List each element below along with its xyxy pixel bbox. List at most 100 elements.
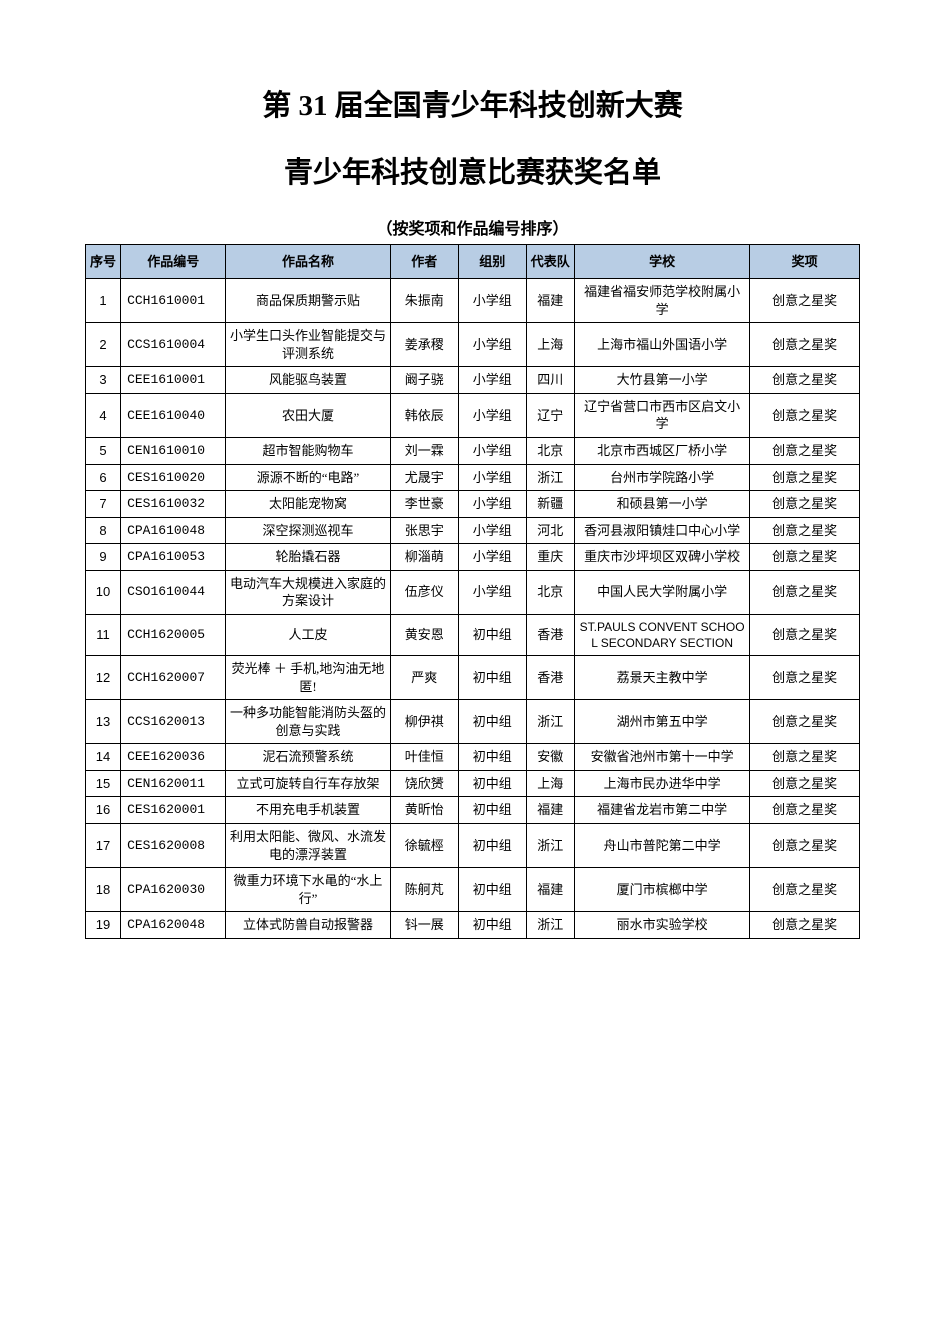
cell-seq: 12 bbox=[86, 656, 121, 700]
cell-team: 香港 bbox=[526, 614, 574, 655]
cell-group: 小学组 bbox=[458, 367, 526, 394]
cell-group: 初中组 bbox=[458, 656, 526, 700]
cell-school: 上海市民办进华中学 bbox=[574, 770, 749, 797]
cell-award: 创意之星奖 bbox=[750, 323, 860, 367]
document-page: 第 31 届全国青少年科技创新大赛 青少年科技创意比赛获奖名单 （按奖项和作品编… bbox=[0, 0, 945, 999]
cell-team: 安徽 bbox=[526, 744, 574, 771]
cell-group: 小学组 bbox=[458, 393, 526, 437]
cell-code: CCS1610004 bbox=[121, 323, 226, 367]
col-seq: 序号 bbox=[86, 244, 121, 279]
table-row: 8CPA1610048深空探测巡视车张思宇小学组河北香河县淑阳镇烓口中心小学创意… bbox=[86, 517, 860, 544]
cell-team: 北京 bbox=[526, 437, 574, 464]
cell-award: 创意之星奖 bbox=[750, 437, 860, 464]
cell-author: 伍彦仪 bbox=[390, 570, 458, 614]
cell-name: 利用太阳能、微风、水流发电的漂浮装置 bbox=[226, 823, 390, 867]
cell-team: 辽宁 bbox=[526, 393, 574, 437]
cell-school: 荔景天主教中学 bbox=[574, 656, 749, 700]
cell-code: CES1610020 bbox=[121, 464, 226, 491]
cell-award: 创意之星奖 bbox=[750, 544, 860, 571]
cell-award: 创意之星奖 bbox=[750, 744, 860, 771]
cell-name: 泥石流预警系统 bbox=[226, 744, 390, 771]
cell-award: 创意之星奖 bbox=[750, 797, 860, 824]
table-row: 12CCH1620007荧光棒 ＋ 手机,地沟油无地匿!严爽初中组香港荔景天主教… bbox=[86, 656, 860, 700]
cell-author: 刘一霖 bbox=[390, 437, 458, 464]
cell-award: 创意之星奖 bbox=[750, 656, 860, 700]
cell-seq: 1 bbox=[86, 279, 121, 323]
cell-code: CES1620008 bbox=[121, 823, 226, 867]
cell-name: 小学生口头作业智能提交与评测系统 bbox=[226, 323, 390, 367]
cell-name: 荧光棒 ＋ 手机,地沟油无地匿! bbox=[226, 656, 390, 700]
cell-team: 福建 bbox=[526, 868, 574, 912]
cell-team: 浙江 bbox=[526, 823, 574, 867]
cell-name: 一种多功能智能消防头盔的创意与实践 bbox=[226, 700, 390, 744]
col-school: 学校 bbox=[574, 244, 749, 279]
cell-code: CCH1620007 bbox=[121, 656, 226, 700]
cell-school: 上海市福山外国语小学 bbox=[574, 323, 749, 367]
cell-code: CEN1610010 bbox=[121, 437, 226, 464]
cell-school: 安徽省池州市第十一中学 bbox=[574, 744, 749, 771]
cell-name: 立式可旋转自行车存放架 bbox=[226, 770, 390, 797]
sort-note: （按奖项和作品编号排序） bbox=[85, 215, 860, 239]
cell-team: 浙江 bbox=[526, 912, 574, 939]
cell-author: 严爽 bbox=[390, 656, 458, 700]
cell-code: CES1610032 bbox=[121, 491, 226, 518]
col-team: 代表队 bbox=[526, 244, 574, 279]
cell-group: 初中组 bbox=[458, 823, 526, 867]
table-row: 1CCH1610001商品保质期警示贴朱振南小学组福建福建省福安师范学校附属小学… bbox=[86, 279, 860, 323]
cell-name: 太阳能宠物窝 bbox=[226, 491, 390, 518]
cell-group: 初中组 bbox=[458, 770, 526, 797]
cell-name: 超市智能购物车 bbox=[226, 437, 390, 464]
cell-group: 小学组 bbox=[458, 491, 526, 518]
cell-code: CPA1610053 bbox=[121, 544, 226, 571]
cell-seq: 16 bbox=[86, 797, 121, 824]
cell-name: 立体式防兽自动报警器 bbox=[226, 912, 390, 939]
cell-team: 上海 bbox=[526, 323, 574, 367]
cell-seq: 6 bbox=[86, 464, 121, 491]
cell-code: CPA1620048 bbox=[121, 912, 226, 939]
cell-author: 陈舸芃 bbox=[390, 868, 458, 912]
cell-name: 农田大厦 bbox=[226, 393, 390, 437]
cell-author: 李世豪 bbox=[390, 491, 458, 518]
cell-school: 中国人民大学附属小学 bbox=[574, 570, 749, 614]
cell-author: 徐毓桱 bbox=[390, 823, 458, 867]
col-code: 作品编号 bbox=[121, 244, 226, 279]
cell-group: 小学组 bbox=[458, 570, 526, 614]
cell-code: CEN1620011 bbox=[121, 770, 226, 797]
table-header: 序号 作品编号 作品名称 作者 组别 代表队 学校 奖项 bbox=[86, 244, 860, 279]
cell-seq: 3 bbox=[86, 367, 121, 394]
table-row: 10CSO1610044电动汽车大规模进入家庭的方案设计伍彦仪小学组北京中国人民… bbox=[86, 570, 860, 614]
table-row: 19CPA1620048立体式防兽自动报警器钭一展初中组浙江丽水市实验学校创意之… bbox=[86, 912, 860, 939]
cell-seq: 11 bbox=[86, 614, 121, 655]
cell-code: CPA1610048 bbox=[121, 517, 226, 544]
cell-school: ST.PAULS CONVENT SCHOOL SECONDARY SECTIO… bbox=[574, 614, 749, 655]
cell-award: 创意之星奖 bbox=[750, 770, 860, 797]
cell-seq: 2 bbox=[86, 323, 121, 367]
cell-group: 小学组 bbox=[458, 323, 526, 367]
cell-seq: 10 bbox=[86, 570, 121, 614]
table-row: 4CEE1610040农田大厦韩依辰小学组辽宁辽宁省营口市西市区启文小学创意之星… bbox=[86, 393, 860, 437]
cell-award: 创意之星奖 bbox=[750, 823, 860, 867]
table-row: 13CCS1620013一种多功能智能消防头盔的创意与实践柳伊祺初中组浙江湖州市… bbox=[86, 700, 860, 744]
cell-code: CEE1610040 bbox=[121, 393, 226, 437]
awards-table: 序号 作品编号 作品名称 作者 组别 代表队 学校 奖项 1CCH1610001… bbox=[85, 244, 860, 939]
cell-group: 小学组 bbox=[458, 464, 526, 491]
table-row: 7CES1610032太阳能宠物窝李世豪小学组新疆和硕县第一小学创意之星奖 bbox=[86, 491, 860, 518]
cell-code: CEE1620036 bbox=[121, 744, 226, 771]
cell-seq: 7 bbox=[86, 491, 121, 518]
cell-team: 北京 bbox=[526, 570, 574, 614]
cell-award: 创意之星奖 bbox=[750, 570, 860, 614]
cell-code: CSO1610044 bbox=[121, 570, 226, 614]
cell-seq: 18 bbox=[86, 868, 121, 912]
cell-seq: 15 bbox=[86, 770, 121, 797]
cell-author: 尤晟宇 bbox=[390, 464, 458, 491]
cell-award: 创意之星奖 bbox=[750, 279, 860, 323]
cell-author: 黄安恩 bbox=[390, 614, 458, 655]
cell-award: 创意之星奖 bbox=[750, 517, 860, 544]
cell-code: CPA1620030 bbox=[121, 868, 226, 912]
cell-name: 不用充电手机装置 bbox=[226, 797, 390, 824]
cell-group: 初中组 bbox=[458, 744, 526, 771]
cell-team: 浙江 bbox=[526, 464, 574, 491]
cell-school: 和硕县第一小学 bbox=[574, 491, 749, 518]
cell-group: 初中组 bbox=[458, 868, 526, 912]
cell-team: 新疆 bbox=[526, 491, 574, 518]
